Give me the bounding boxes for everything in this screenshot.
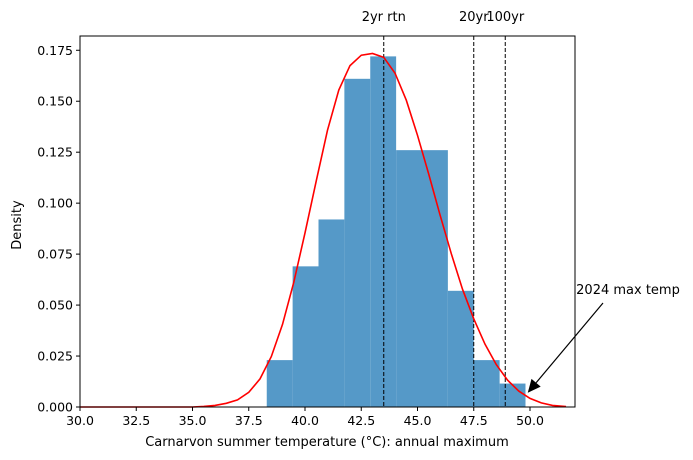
histogram-bar — [318, 219, 345, 407]
annotation-arrow-head — [527, 378, 541, 393]
return-level-label: 2yr rtn — [362, 10, 406, 25]
y-tick-label: 0.075 — [37, 247, 73, 262]
annotation: 2024 max temp — [527, 283, 680, 393]
x-axis-label: Carnarvon summer temperature (°C): annua… — [145, 435, 509, 450]
y-tick-labels: 0.000 0.025 0.050 0.075 0.100 0.125 0.150 0.175 — [37, 43, 80, 415]
histogram-bar — [447, 290, 474, 407]
axes-frame — [79, 35, 576, 408]
return-level-label: 100yr — [486, 10, 525, 25]
x-tick-label: 37.5 — [235, 413, 263, 428]
y-tick-label: 0.000 — [37, 400, 73, 415]
return-level-lines — [383, 36, 506, 407]
x-tick-label: 30.0 — [66, 413, 94, 428]
fitted-density-curve — [80, 52, 567, 408]
histogram-bar — [292, 266, 319, 407]
histogram-bar — [396, 150, 448, 407]
return-level-label: 20yr — [459, 10, 489, 25]
y-tick-label: 0.175 — [37, 43, 73, 58]
y-tick-label: 0.100 — [37, 196, 73, 211]
density-curve-line — [80, 52, 567, 408]
annotation-arrow-line — [535, 302, 604, 384]
x-tick-label: 45.0 — [404, 413, 432, 428]
x-tick-label: 40.0 — [291, 413, 319, 428]
x-tick-labels: 30.0 32.5 35.0 37.5 40.0 42.5 45.0 47.5 50.0 — [66, 407, 544, 428]
histogram-bar — [266, 360, 293, 407]
histogram-bar — [370, 56, 397, 408]
y-tick-label: 0.025 — [37, 349, 73, 364]
axes — [79, 35, 576, 408]
y-tick-label: 0.150 — [37, 94, 73, 109]
x-tick-label: 32.5 — [122, 413, 150, 428]
histogram-bar — [499, 383, 526, 407]
histogram-bar — [473, 360, 500, 407]
annotation-label: 2024 max temp — [576, 283, 680, 298]
y-axis-label: Density — [10, 200, 25, 250]
x-tick-label: 50.0 — [516, 413, 544, 428]
x-tick-label: 35.0 — [179, 413, 207, 428]
y-tick-label: 0.050 — [37, 298, 73, 313]
x-tick-label: 42.5 — [347, 413, 375, 428]
histogram-bars — [266, 56, 526, 408]
y-tick-label: 0.125 — [37, 145, 73, 160]
x-tick-label: 47.5 — [460, 413, 488, 428]
histogram-bar — [344, 78, 371, 408]
